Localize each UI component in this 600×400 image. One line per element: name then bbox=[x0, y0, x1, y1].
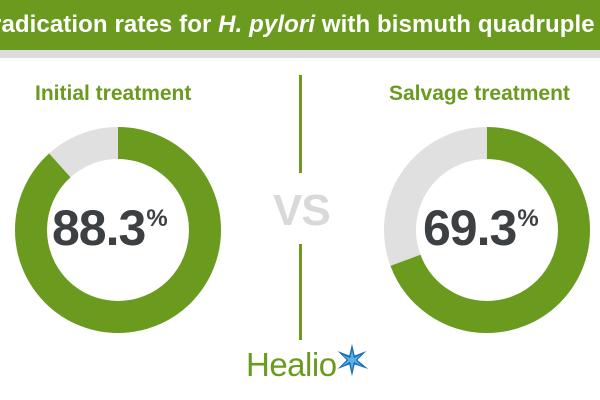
title-part-2: with bismuth quadruple therapy bbox=[321, 11, 600, 38]
donut-arc-salvage bbox=[384, 127, 590, 333]
chart-title-initial: Initial treatment bbox=[35, 82, 192, 105]
value-unit-initial: % bbox=[146, 205, 167, 232]
title-part-1: radication rates for bbox=[0, 11, 219, 38]
donut-chart-salvage bbox=[384, 127, 590, 333]
divider-bottom bbox=[299, 244, 302, 340]
vs-label: VS bbox=[273, 186, 331, 235]
donut-chart-initial bbox=[15, 127, 221, 333]
chart-title-salvage: Salvage treatment bbox=[389, 82, 570, 105]
value-label-salvage: 69.3% bbox=[423, 199, 539, 257]
divider-top bbox=[299, 75, 302, 173]
value-number-initial: 88.3 bbox=[52, 200, 146, 256]
value-unit-salvage: % bbox=[517, 205, 538, 232]
donut-arc-initial bbox=[15, 127, 221, 333]
value-label-initial: 88.3% bbox=[52, 199, 168, 257]
header-bar: radication rates for H. pylori with bism… bbox=[0, 0, 600, 50]
page-title: radication rates for H. pylori with bism… bbox=[0, 11, 600, 39]
star-icon bbox=[337, 343, 369, 377]
healio-logo: Healio bbox=[246, 343, 386, 390]
logo-wordmark: Healio bbox=[246, 346, 337, 383]
header-shadow bbox=[0, 50, 600, 58]
value-number-salvage: 69.3 bbox=[423, 200, 517, 256]
title-part-italic: H. pylori bbox=[218, 11, 316, 38]
